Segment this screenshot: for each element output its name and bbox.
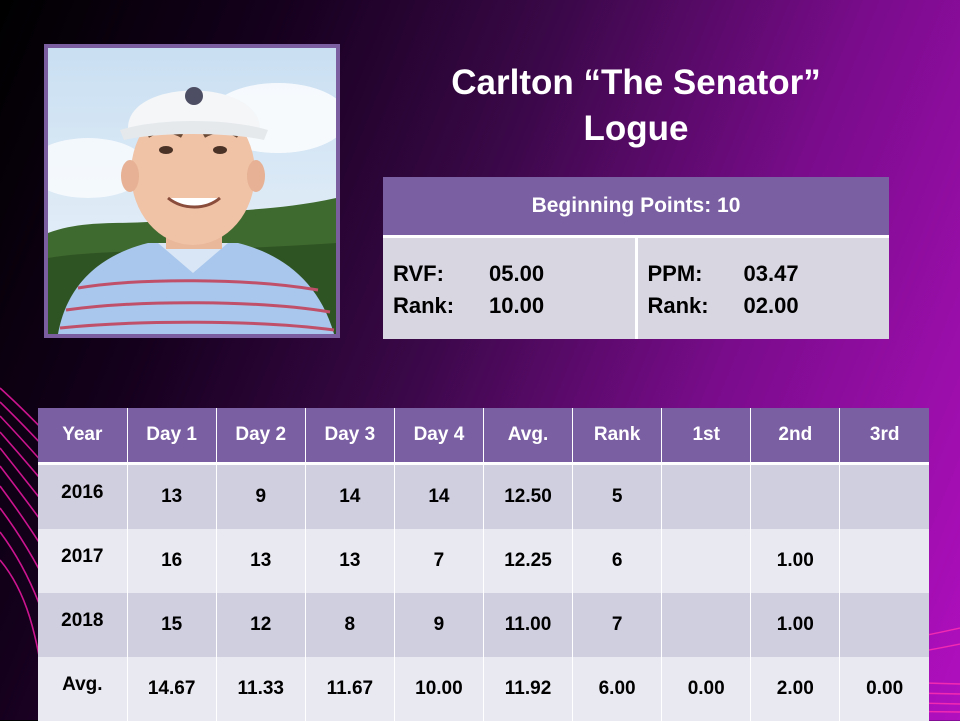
col-header-year: Year xyxy=(38,408,128,465)
results-header-row: Year Day 1 Day 2 Day 3 Day 4 Avg. Rank 1… xyxy=(38,408,929,465)
table-cell: 2018 xyxy=(38,593,128,657)
table-cell: 12 xyxy=(216,593,306,657)
table-cell: 16 xyxy=(127,529,217,593)
col-header-2nd: 2nd xyxy=(750,408,841,465)
ppm-rank-label: Rank: xyxy=(647,293,709,318)
table-cell: 12.50 xyxy=(483,463,574,529)
yearly-results-table: Year Day 1 Day 2 Day 3 Day 4 Avg. Rank 1… xyxy=(38,408,929,721)
ppm-value: 03.47 xyxy=(743,261,799,286)
col-header-day4: Day 4 xyxy=(394,408,484,465)
table-cell xyxy=(839,593,929,657)
table-cell: 11.00 xyxy=(483,593,574,657)
table-cell xyxy=(839,529,929,593)
table-cell: 10.00 xyxy=(394,657,484,721)
table-cell: 11.67 xyxy=(305,657,395,721)
col-header-avg: Avg. xyxy=(483,408,574,465)
table-cell: 13 xyxy=(127,463,217,529)
table-cell xyxy=(661,529,752,593)
table-cell: 9 xyxy=(394,593,484,657)
ppm-cell: PPM: 03.47 Rank: 02.00 xyxy=(636,236,889,339)
table-cell: 14.67 xyxy=(127,657,217,721)
col-header-day3: Day 3 xyxy=(305,408,395,465)
player-name-title: Carlton “The Senator” Logue xyxy=(390,60,882,152)
col-header-day2: Day 2 xyxy=(216,408,306,465)
rvf-rank-label: Rank: xyxy=(393,293,455,318)
ppm-rank-value: 02.00 xyxy=(743,293,799,318)
table-cell: 7 xyxy=(572,593,663,657)
table-cell: 0.00 xyxy=(839,657,929,721)
table-cell: 8 xyxy=(305,593,395,657)
player-name-line1: Carlton “The Senator” xyxy=(451,63,821,102)
table-row: 2016 13 9 14 14 12.50 5 xyxy=(38,463,929,529)
col-header-1st: 1st xyxy=(661,408,752,465)
rvf-value: 05.00 xyxy=(489,261,545,286)
table-cell: 12.25 xyxy=(483,529,574,593)
table-cell: 14 xyxy=(394,463,484,529)
table-cell xyxy=(750,463,841,529)
table-cell: 6 xyxy=(572,529,663,593)
table-cell: 7 xyxy=(394,529,484,593)
table-cell xyxy=(839,463,929,529)
summary-stats-table: Beginning Points: 10 RVF: 05.00 Rank: 10.0… xyxy=(383,177,889,339)
table-cell xyxy=(661,593,752,657)
table-cell: 2.00 xyxy=(750,657,841,721)
beginning-points-header: Beginning Points: 10 xyxy=(383,177,889,238)
table-cell: 13 xyxy=(305,529,395,593)
table-cell: 9 xyxy=(216,463,306,529)
table-cell: 2017 xyxy=(38,529,128,593)
ppm-label: PPM: xyxy=(647,261,703,286)
player-photo-icon xyxy=(48,48,336,334)
table-row-average: Avg. 14.67 11.33 11.67 10.00 11.92 6.00 … xyxy=(38,657,929,721)
table-row: 2018 15 12 8 9 11.00 7 1.00 xyxy=(38,593,929,657)
table-cell: 11.92 xyxy=(483,657,574,721)
table-cell: 0.00 xyxy=(661,657,752,721)
table-cell: 1.00 xyxy=(750,593,841,657)
table-cell: Avg. xyxy=(38,657,128,721)
table-cell: 2016 xyxy=(38,463,128,529)
player-name-line2: Logue xyxy=(583,109,689,148)
table-cell: 6.00 xyxy=(572,657,663,721)
col-header-rank: Rank xyxy=(572,408,663,465)
player-photo xyxy=(44,44,340,338)
col-header-day1: Day 1 xyxy=(127,408,217,465)
table-row: 2017 16 13 13 7 12.25 6 1.00 xyxy=(38,529,929,593)
table-cell: 13 xyxy=(216,529,306,593)
table-cell: 5 xyxy=(572,463,663,529)
table-cell: 1.00 xyxy=(750,529,841,593)
table-cell: 14 xyxy=(305,463,395,529)
rvf-label: RVF: xyxy=(393,261,444,286)
rvf-cell: RVF: 05.00 Rank: 10.00 xyxy=(383,236,638,339)
col-header-3rd: 3rd xyxy=(839,408,929,465)
rvf-rank-value: 10.00 xyxy=(489,293,545,318)
table-cell: 15 xyxy=(127,593,217,657)
table-cell xyxy=(661,463,752,529)
table-cell: 11.33 xyxy=(216,657,306,721)
